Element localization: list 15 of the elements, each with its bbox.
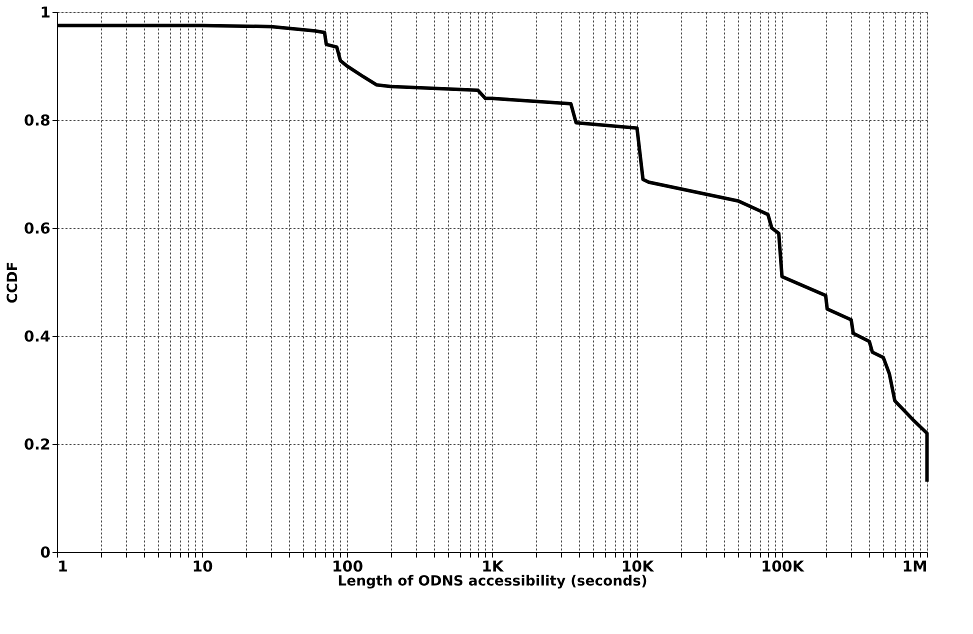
x-axis-title: Length of ODNS accessibility (seconds) (338, 574, 648, 590)
x-tick-label: 10K (621, 558, 656, 576)
y-tick-label: 1 (40, 4, 50, 22)
y-tick-label: 0.4 (24, 328, 50, 346)
y-tick-label: 0.2 (24, 436, 50, 454)
y-axis-title: CCDF (4, 262, 21, 304)
y-tick-label: 0 (40, 544, 50, 562)
y-tick-label: 0.8 (24, 112, 50, 130)
x-tick-label: 100K (761, 558, 806, 576)
x-tick-label: 10 (192, 558, 213, 576)
y-tick-label: 0.6 (24, 220, 50, 238)
x-tick-label: 1K (481, 558, 505, 576)
x-tick-label: 1 (58, 558, 68, 576)
x-tick-label: 100 (332, 558, 364, 576)
x-tick-label: 1M (902, 558, 928, 576)
